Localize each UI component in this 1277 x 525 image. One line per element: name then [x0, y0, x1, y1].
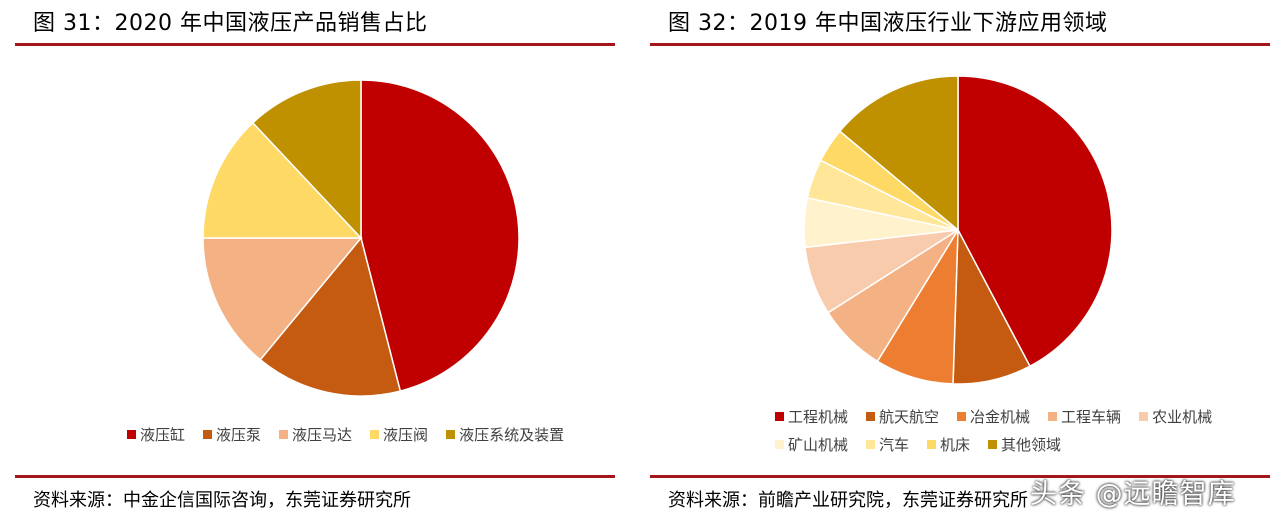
legend-label: 汽车: [879, 436, 910, 454]
legend-label: 其他领域: [1001, 436, 1062, 454]
legend-item: 工程车辆: [1048, 406, 1121, 427]
legend-swatch: [775, 412, 784, 421]
legend-swatch: [370, 430, 380, 439]
legend-swatch: [127, 430, 136, 439]
legend-item: 航天航空: [866, 406, 939, 427]
legend-label: 航天航空: [879, 408, 940, 426]
legend-label: 机床: [940, 436, 971, 454]
legend-label: 冶金机械: [970, 408, 1031, 426]
watermark: 头条 @远瞻智库: [1030, 479, 1236, 510]
legend-swatch: [988, 440, 998, 449]
legend-label: 农业机械: [1152, 408, 1213, 426]
legend-swatch: [1139, 412, 1149, 421]
legend-item: 液压系统及装置: [446, 424, 564, 445]
legend-swatch: [866, 412, 876, 421]
legend-swatch: [775, 440, 784, 449]
pie-chart: [202, 79, 520, 397]
legend-row: 矿山机械 汽车 机床 其他领域: [775, 434, 1079, 455]
legend-label: 液压缸: [140, 426, 186, 444]
legend-item: 矿山机械: [775, 434, 848, 455]
legend-row: 工程机械 航天航空 冶金机械 工程车辆 农业机械: [775, 406, 1230, 427]
chart-panel-right: 图 32：2019 年中国液压行业下游应用领域 工程机械 航天航空 冶金机械 工程车辆…: [650, 0, 1270, 525]
legend-label: 工程车辆: [1061, 408, 1122, 426]
chart-title: 图 32：2019 年中国液压行业下游应用领域: [668, 11, 1108, 36]
legend-label: 液压马达: [292, 426, 353, 444]
legend-label: 工程机械: [788, 408, 849, 426]
source-note: 资料来源：中金企信国际咨询，东莞证券研究所: [33, 490, 411, 511]
chart-panel-left: 图 31：2020 年中国液压产品销售占比 液压缸 液压泵 液压马达 液压阀 液压系统及…: [15, 0, 615, 525]
legend-label: 液压阀: [383, 426, 429, 444]
pie-slice: [838, 75, 959, 232]
legend-swatch: [1048, 412, 1058, 421]
pie-chart: [803, 75, 1113, 385]
legend-item: 其他领域: [988, 434, 1061, 455]
legend-item: 农业机械: [1139, 406, 1212, 427]
pie-slice: [251, 79, 362, 240]
pie-slice: [259, 236, 402, 397]
pie-slice: [202, 237, 363, 361]
chart-title: 图 31：2020 年中国液压产品销售占比: [33, 11, 428, 36]
legend-row: 液压缸 液压泵 液压马达 液压阀 液压系统及装置: [127, 424, 582, 445]
title-rule: [15, 43, 615, 46]
legend-swatch: [927, 440, 937, 449]
pie-slice: [202, 121, 363, 239]
source-note: 资料来源：前瞻产业研究院，东莞证券研究所: [668, 490, 1028, 511]
title-rule: [650, 43, 1270, 46]
legend-item: 汽车: [866, 434, 909, 455]
legend-item: 冶金机械: [957, 406, 1030, 427]
legend-item: 工程机械: [775, 406, 848, 427]
legend-label: 矿山机械: [788, 436, 849, 454]
legend-item: 液压马达: [279, 424, 352, 445]
legend-item: 机床: [927, 434, 970, 455]
source-rule: [650, 475, 1270, 478]
source-rule: [15, 475, 615, 478]
legend-label: 液压系统及装置: [459, 426, 565, 444]
legend-label: 液压泵: [216, 426, 262, 444]
pie-slice: [360, 79, 520, 392]
legend-swatch: [957, 412, 967, 421]
legend-swatch: [446, 430, 456, 439]
legend-swatch: [203, 430, 213, 439]
legend-item: 液压缸: [127, 424, 185, 445]
legend-swatch: [866, 440, 876, 449]
legend-item: 液压阀: [370, 424, 428, 445]
legend-swatch: [279, 430, 289, 439]
legend-item: 液压泵: [203, 424, 261, 445]
pie-slice: [957, 75, 1113, 368]
